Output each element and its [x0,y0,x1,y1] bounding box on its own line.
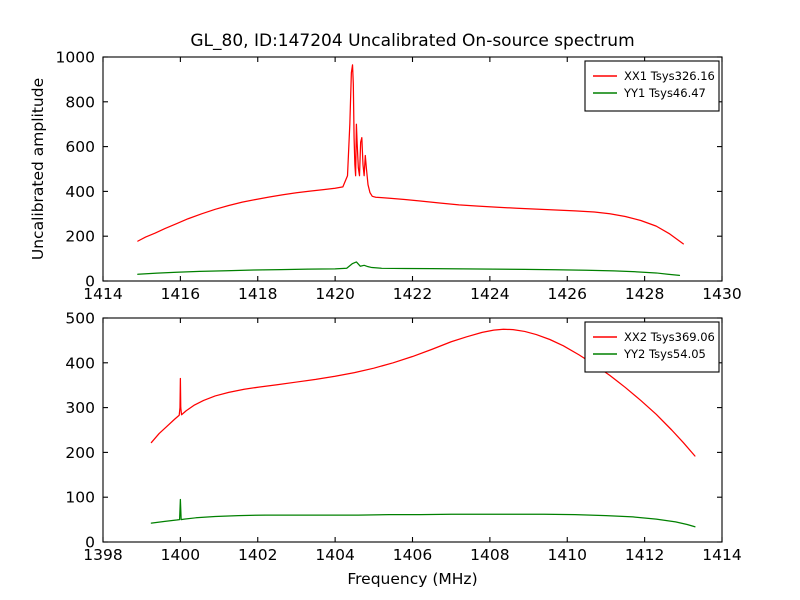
x-tick-label: 1416 [161,285,200,303]
plot-title: GL_80, ID:147204 Uncalibrated On-source … [190,31,634,51]
y-tick-label: 200 [65,444,95,462]
x-tick-label: 1406 [393,546,432,564]
x-tick-label: 1408 [470,546,509,564]
x-tick-label: 1424 [470,285,509,303]
x-tick-label: 1398 [83,546,122,564]
x-tick-label: 1404 [315,546,354,564]
y-tick-label: 1000 [56,49,95,67]
axes-panel-bottom: 1398 1400 1402 1404 1406 1408 1410 1412 1414 0 100… [65,310,741,589]
legend-frame [584,321,720,373]
legend-bottom[interactable]: XX2 Tsys369.06 YY2 Tsys54.05 [584,321,720,373]
y-tick-label: 0 [85,273,95,291]
y-tick-label: 200 [65,228,95,246]
data-group-top [137,64,684,277]
y-tick-label: 100 [65,489,95,507]
series-line-yy2 [150,498,696,528]
y-tick-label: 600 [65,138,95,156]
y-tick-label: 500 [65,310,95,328]
x-tick-label: 1400 [161,546,200,564]
y-axis-label: Uncalibrated amplitude [29,78,47,260]
x-tick-label: 1420 [315,285,354,303]
x-tick-label: 1410 [548,546,587,564]
y-tick-label: 300 [65,399,95,417]
x-tick-label: 1412 [625,546,664,564]
legend-label-yy2: YY2 Tsys54.05 [623,347,706,361]
x-tick-label: 1426 [548,285,587,303]
y-tick-label: 400 [65,354,95,372]
x-tick-label: 1414 [702,546,741,564]
legend-frame [584,60,720,112]
y-tick-label: 0 [85,534,95,552]
x-tick-label: 1422 [393,285,432,303]
series-line-yy1 [137,261,681,277]
x-tick-label: 1414 [83,285,122,303]
x-tick-label: 1430 [702,285,741,303]
y-tick-label: 800 [65,93,95,111]
legend-label-xx1: XX1 Tsys326.16 [624,69,715,83]
x-tick-label: 1418 [238,285,277,303]
legend-label-xx2: XX2 Tsys369.06 [624,330,715,344]
legend-top[interactable]: XX1 Tsys326.16 YY1 Tsys46.47 [584,60,720,112]
legend-label-yy1: YY1 Tsys46.47 [623,86,706,100]
series-line-xx1 [137,64,684,245]
x-axis-label: Frequency (MHz) [347,570,477,588]
x-tick-label: 1402 [238,546,277,564]
axes-panel-top: 1414 1416 1418 1420 1422 1424 1426 1428 1430 0 200… [29,31,742,303]
x-tick-label: 1428 [625,285,664,303]
y-tick-label: 400 [65,183,95,201]
